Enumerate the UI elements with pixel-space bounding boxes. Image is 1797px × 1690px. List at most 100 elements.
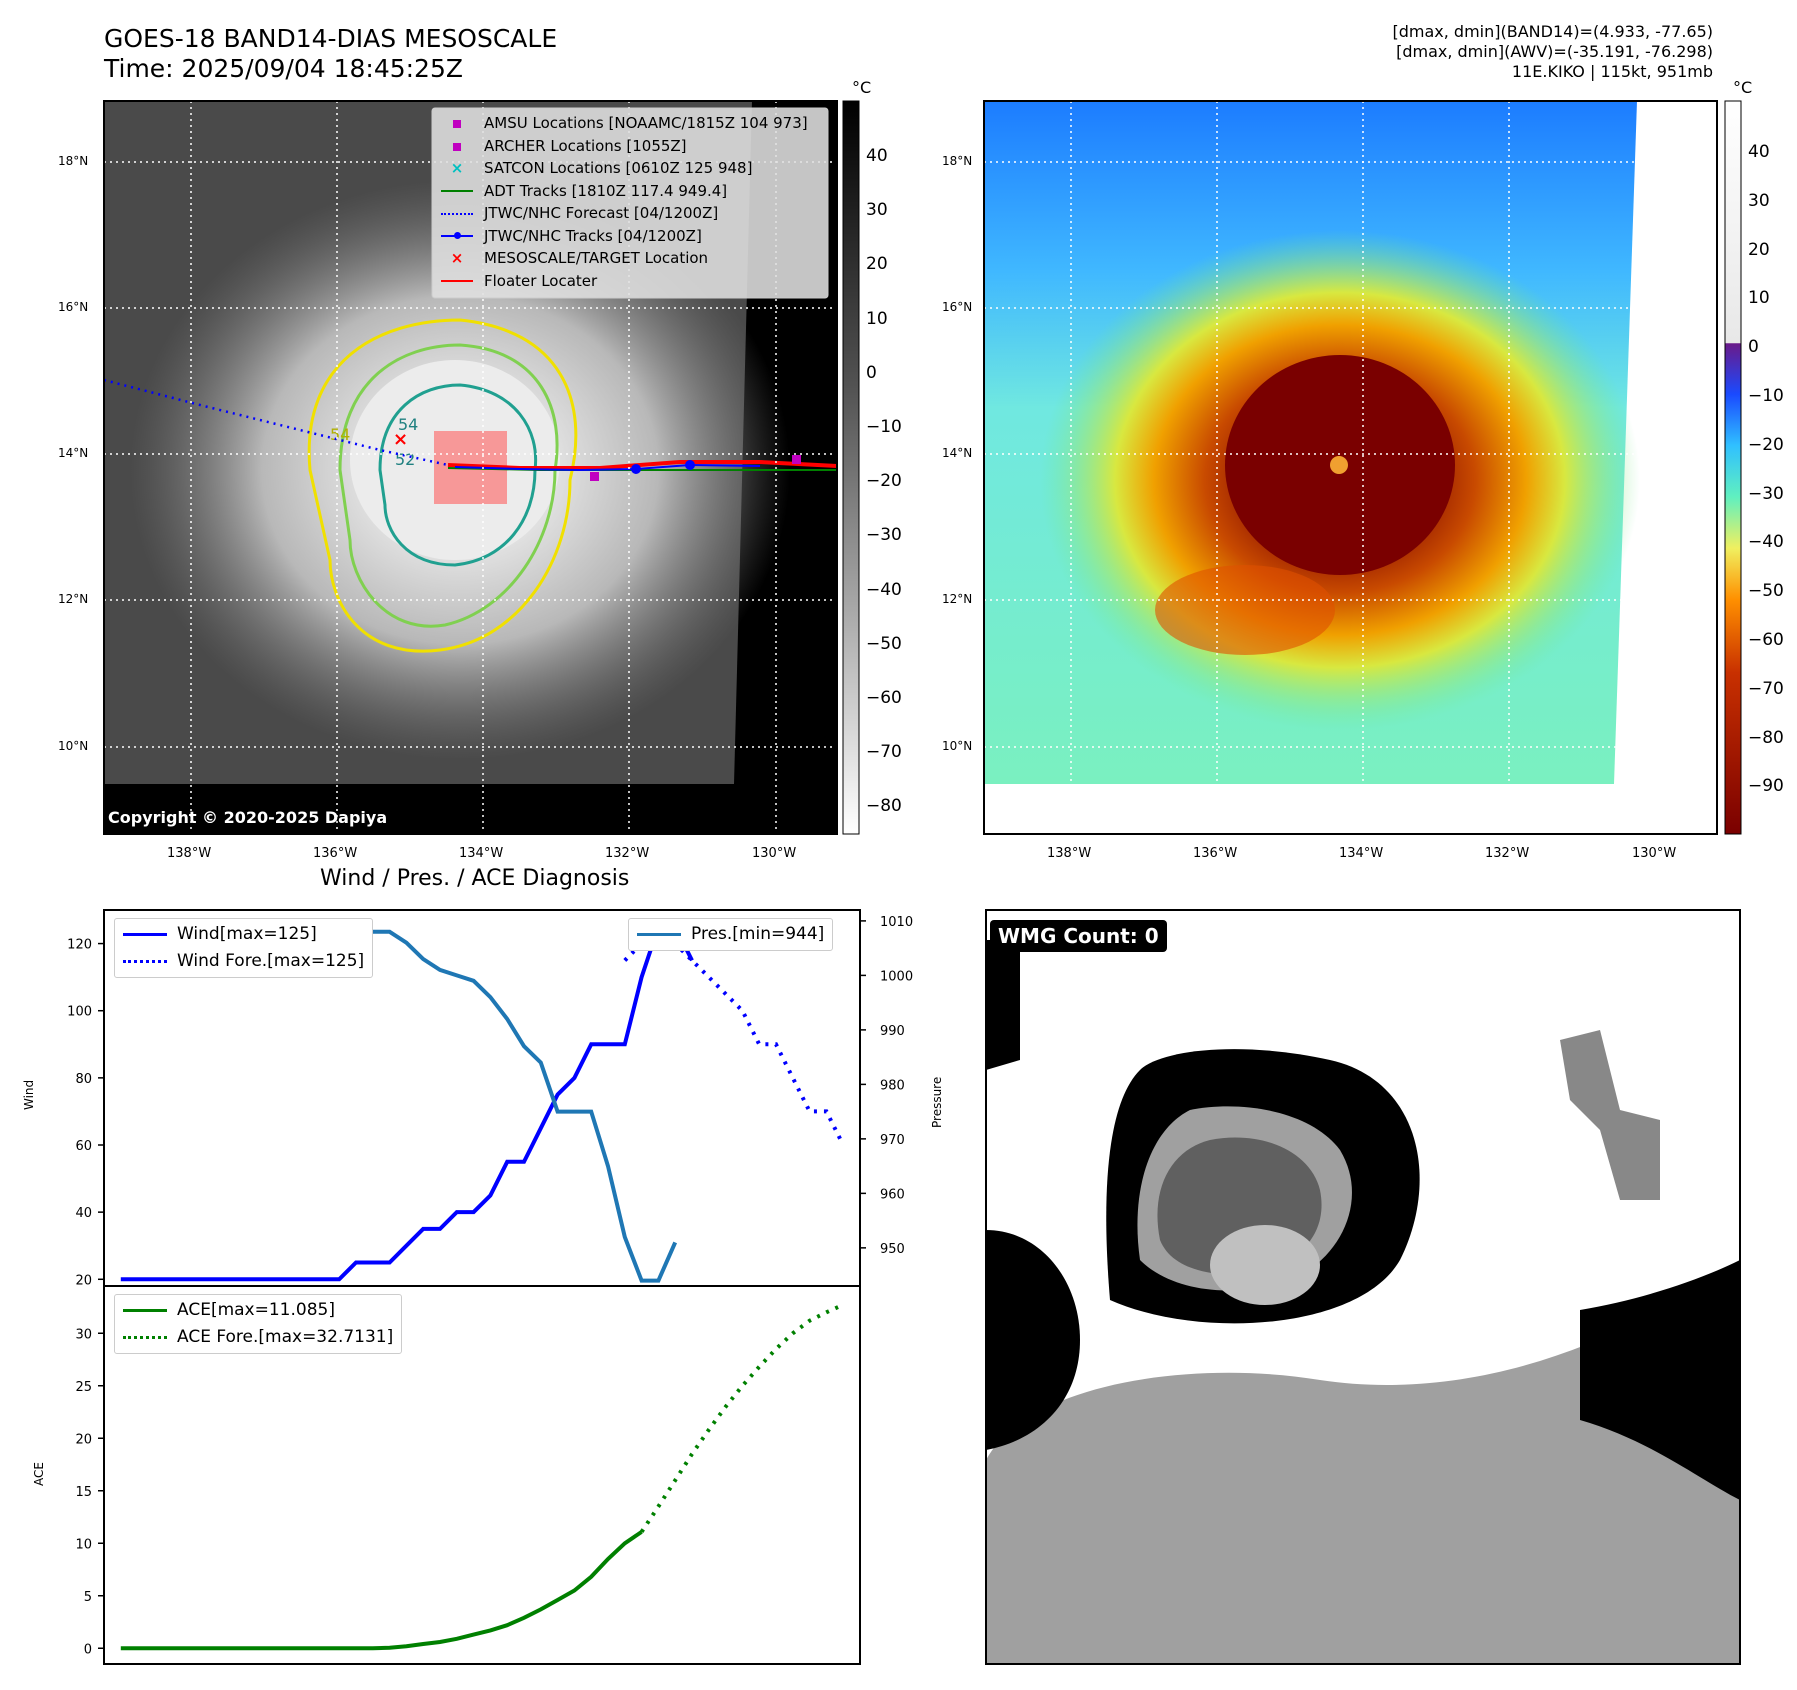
y-tick-label: 15 [75, 1485, 92, 1500]
nhc-track-point [685, 460, 695, 470]
legend-symbol-icon [440, 135, 474, 158]
y-tick-label: 20 [75, 1432, 92, 1447]
legend-entry: AMSU Locations [NOAAMC/1815Z 104 973] [440, 112, 830, 135]
wind-legend: Wind[max=125] Wind Fore.[max=125] [114, 918, 374, 978]
colorbar-tick: 0 [1748, 337, 1759, 358]
legend-pressure: Pres.[min=944] [637, 921, 824, 948]
legend-label: ADT Tracks [1810Z 117.4 949.4] [484, 181, 728, 200]
legend-label: Floater Locater [484, 271, 598, 290]
colorbar-tick: 30 [866, 200, 888, 221]
colorbar-tick: 30 [1748, 190, 1770, 211]
legend-ace-forecast-label: ACE Fore.[max=32.7131] [177, 1327, 394, 1347]
legend-pressure-label: Pres.[min=944] [691, 924, 825, 944]
legend-ace: ACE[max=11.085] [123, 1297, 393, 1324]
lat-tick: 12°N [58, 592, 89, 606]
y-tick-label: 970 [880, 1133, 905, 1148]
y-tick-label: 30 [75, 1327, 92, 1342]
colorbar-tick: −50 [1748, 581, 1784, 602]
lon-tick: 138°W [1047, 846, 1092, 861]
diagnosis-title: Wind / Pres. / ACE Diagnosis [320, 866, 630, 891]
wmg-gray-patch [1560, 1030, 1660, 1200]
figure-title: GOES-18 BAND14-DIAS MESOSCALE Time: 2025… [104, 24, 557, 84]
contour-label-1: 54 [398, 415, 418, 434]
y-tick-label: 1000 [880, 969, 913, 984]
lon-tick: 136°W [1193, 846, 1238, 861]
lon-tick: 130°W [1632, 846, 1677, 861]
wmg-top-left-black [986, 940, 1020, 1070]
stats-header: [dmax, dmin](BAND14)=(4.933, -77.65) [dm… [1393, 22, 1714, 82]
y-tick-label: 1010 [880, 915, 913, 930]
left-map-legend-entries: AMSU Locations [NOAAMC/1815Z 104 973] ARC… [440, 112, 830, 292]
legend-symbol-icon [440, 180, 474, 203]
y-tick-label: 960 [880, 1187, 905, 1202]
y-tick-label: 950 [880, 1242, 905, 1257]
y-tick-label: 0 [84, 1642, 92, 1657]
lon-tick: 134°W [459, 846, 504, 861]
legend-symbol-icon [440, 202, 474, 225]
legend-entry: JTWC/NHC Forecast [04/1200Z] [440, 202, 830, 225]
ace-plot [120, 1302, 845, 1651]
colorbar-tick: −30 [1748, 483, 1784, 504]
copyright-text: Copyright © 2020-2025 Dapiya [108, 808, 388, 827]
right-colorbar-unit: °C [1733, 78, 1753, 97]
lat-tick: 16°N [942, 300, 973, 314]
left-map-legend [431, 107, 829, 299]
lat-tick: 14°N [58, 446, 89, 460]
colorbar-tick: −40 [1748, 532, 1784, 553]
lon-tick: 138°W [167, 846, 212, 861]
legend-label: ARCHER Locations [1055Z] [484, 136, 687, 155]
right-map [983, 100, 1718, 835]
colorbar-tick: 40 [1748, 142, 1770, 162]
colorbar-tick: 0 [866, 362, 877, 383]
colorbar-tick: −30 [866, 525, 902, 546]
colorbar-tick: 10 [866, 308, 888, 329]
legend-symbol-icon [440, 270, 474, 293]
left-map-frame [103, 100, 838, 835]
y-tick-label: 60 [75, 1139, 92, 1154]
lat-tick: 10°N [942, 739, 973, 753]
colorbar-tick: −10 [866, 417, 902, 437]
lon-tick: 132°W [605, 846, 650, 861]
legend-symbol-icon [440, 112, 474, 135]
contour-outer-yellow [307, 318, 578, 653]
right-colorbar [1724, 100, 1742, 835]
title-satellite: GOES-18 BAND14-DIAS MESOSCALE [104, 24, 558, 53]
wind-axis-label: Wind [22, 1079, 36, 1110]
y-tick-label: 25 [75, 1380, 92, 1395]
legend-label: JTWC/NHC Forecast [04/1200Z] [484, 204, 719, 222]
lon-tick: 134°W [1339, 846, 1384, 861]
legend-symbol-icon: × [450, 249, 464, 267]
series-line [639, 1302, 845, 1534]
right-map-frame [983, 100, 1718, 835]
left-colorbar-gradient [842, 100, 860, 835]
lat-tick: 18°N [58, 154, 89, 168]
colorbar-tick: −50 [866, 633, 902, 654]
legend-entry: × MESOSCALE/TARGET Location [440, 247, 830, 270]
y-tick-label: 10 [75, 1537, 92, 1552]
lat-tick: 10°N [58, 739, 89, 753]
pressure-yticks: 950 960 970 980 990 1000 1010 [860, 915, 913, 1257]
colorbar-tick: −20 [866, 471, 902, 492]
wmg-right-black [1580, 1260, 1740, 1500]
nhc-track-point [631, 464, 641, 474]
title-time: Time: 2025/09/04 18:45:25Z [104, 54, 463, 83]
legend-wind-forecast-label: Wind Fore.[max=125] [177, 951, 365, 971]
colorbar-tick: 20 [1748, 239, 1770, 260]
lat-tick: 14°N [942, 446, 973, 460]
colorbar-tick: 20 [866, 254, 888, 275]
rainband-cluster [1155, 565, 1335, 655]
series-line [120, 924, 694, 1282]
y-tick-label: 120 [67, 938, 92, 953]
floater-track [447, 460, 838, 470]
y-tick-label: 80 [75, 1072, 92, 1087]
archer-marker [792, 455, 801, 464]
legend-wind-label: Wind[max=125] [177, 924, 317, 944]
colorbar-tick: −60 [1748, 630, 1784, 650]
pressure-legend: Pres.[min=944] [628, 918, 834, 951]
ace-axis-label: ACE [32, 1462, 46, 1486]
right-map-gridlines [984, 101, 1717, 834]
lat-tick: 16°N [58, 300, 89, 314]
left-colorbar-unit: °C [852, 78, 872, 97]
y-tick-label: 5 [84, 1590, 92, 1605]
legend-wind: Wind[max=125] [123, 921, 364, 948]
